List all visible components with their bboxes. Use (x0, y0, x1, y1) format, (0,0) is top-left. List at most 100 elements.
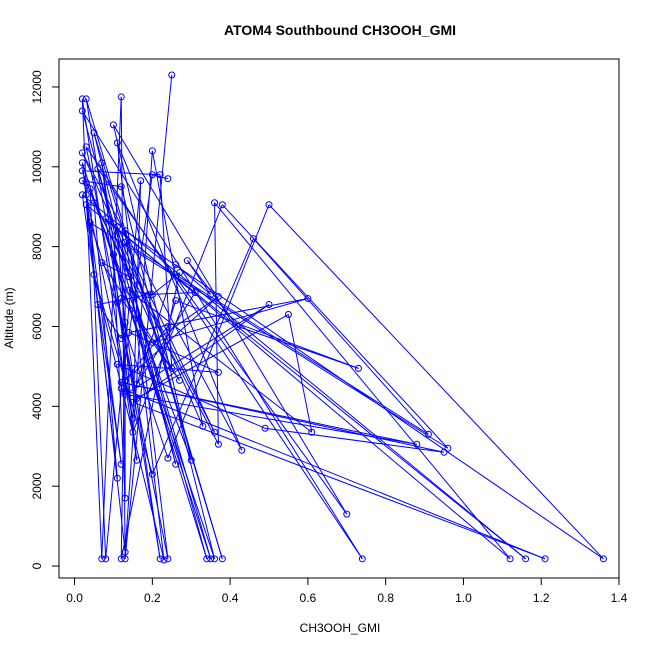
data-point (218, 555, 226, 563)
data-point (90, 271, 98, 279)
data-point (172, 261, 180, 269)
series-segment (253, 238, 429, 435)
data-point (176, 376, 184, 384)
series-segment (265, 427, 445, 453)
series-segment (152, 296, 219, 343)
data-point (82, 95, 90, 103)
series-segment (85, 194, 122, 465)
data-point (78, 95, 86, 103)
data-point (117, 555, 125, 563)
series-segment (167, 204, 270, 459)
series-segment (101, 262, 180, 381)
series-segment (175, 300, 359, 369)
data-point (214, 293, 222, 301)
series-segment (121, 387, 546, 560)
data-point (207, 555, 215, 563)
x-tick-label: 0.6 (300, 591, 317, 605)
data-point (176, 269, 184, 277)
data-point (121, 548, 129, 556)
data-point (125, 287, 133, 295)
data-point (354, 364, 362, 372)
y-tick-label: 4000 (30, 393, 44, 420)
data-point (117, 460, 125, 468)
series-segment (85, 182, 173, 369)
data-point (164, 454, 172, 462)
data-point (109, 121, 117, 129)
series-segment (101, 162, 161, 559)
series-segment (124, 150, 153, 553)
data-point (234, 322, 242, 330)
series-segment (268, 204, 604, 560)
data-point (506, 555, 514, 563)
series-segment (121, 381, 417, 445)
data-point (121, 390, 129, 398)
data-point (214, 368, 222, 376)
data-point (133, 456, 141, 464)
y-tick-label: 10000 (30, 150, 44, 184)
data-point (129, 414, 137, 422)
x-tick-label: 0.4 (222, 591, 239, 605)
data-point (164, 322, 172, 330)
series-segment (120, 174, 153, 389)
series-segment (214, 202, 511, 560)
data-point (164, 175, 172, 183)
data-point (261, 424, 269, 432)
series-segment (81, 98, 103, 559)
data-point (121, 239, 129, 247)
data-point (113, 223, 121, 231)
data-point (78, 167, 86, 175)
y-tick-label: 0 (30, 562, 44, 569)
data-point (102, 555, 110, 563)
data-point (211, 428, 219, 436)
series-segment (105, 218, 216, 433)
data-point (78, 149, 86, 157)
x-axis: 0.0 0.2 0.4 0.6 0.8 1.0 1.2 1.4 (66, 577, 628, 605)
series-segment (93, 202, 118, 479)
series-segment (148, 292, 196, 296)
series-segment (93, 274, 165, 561)
data-point (78, 177, 86, 185)
data-point (109, 251, 117, 259)
data-point (98, 159, 106, 167)
data-point (90, 199, 98, 207)
data-point (148, 291, 156, 299)
x-axis-label: CH3OOH_GMI (300, 621, 381, 635)
series-segment (175, 264, 211, 295)
data-point (168, 71, 176, 79)
series-segment (81, 194, 122, 465)
data-point (522, 555, 530, 563)
data-point (117, 183, 125, 191)
data-point (172, 297, 180, 305)
series-segment (125, 393, 417, 445)
data-point (211, 555, 219, 563)
data-point (90, 129, 98, 137)
data-point (129, 428, 137, 436)
data-point (82, 201, 90, 209)
data-point (113, 299, 121, 307)
data-point (148, 171, 156, 179)
data-point (102, 215, 110, 223)
data-point (265, 301, 273, 309)
data-point (444, 444, 452, 452)
series-segment (112, 124, 192, 461)
series-segment (120, 322, 126, 559)
data-point (94, 165, 102, 173)
series-segment (89, 188, 107, 559)
series-segment (82, 170, 161, 176)
series-segment (81, 152, 243, 451)
data-point (82, 179, 90, 187)
x-tick-label: 0.0 (66, 591, 83, 605)
y-tick-label: 6000 (30, 313, 44, 340)
data-point (148, 338, 156, 346)
x-tick-label: 1.2 (533, 591, 550, 605)
data-point (113, 139, 121, 147)
data-point (238, 446, 246, 454)
data-point (413, 440, 421, 448)
data-point (98, 259, 106, 267)
data-point (358, 555, 366, 563)
data-point (113, 360, 121, 368)
series-segment (112, 254, 208, 559)
series-segment (97, 304, 122, 339)
